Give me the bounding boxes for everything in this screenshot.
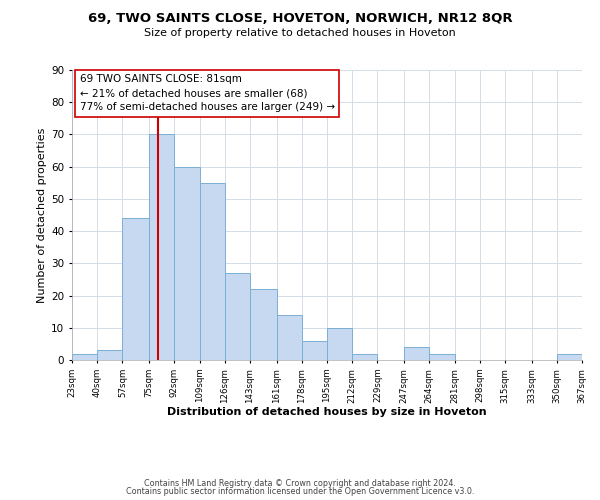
Bar (174, 166, 199, 360)
Bar (199, 183, 225, 360)
X-axis label: Distribution of detached houses by size in Hoveton: Distribution of detached houses by size … (167, 406, 487, 416)
Bar (404, 347, 429, 360)
Bar (72, 354, 97, 360)
Bar (122, 218, 149, 360)
Bar (429, 354, 455, 360)
Y-axis label: Number of detached properties: Number of detached properties (37, 128, 47, 302)
Text: 69, TWO SAINTS CLOSE, HOVETON, NORWICH, NR12 8QR: 69, TWO SAINTS CLOSE, HOVETON, NORWICH, … (88, 12, 512, 26)
Bar (302, 340, 327, 360)
Bar (557, 354, 582, 360)
Bar (225, 273, 250, 360)
Text: Contains public sector information licensed under the Open Government Licence v3: Contains public sector information licen… (126, 487, 474, 496)
Bar (97, 350, 122, 360)
Bar (250, 289, 277, 360)
Text: Size of property relative to detached houses in Hoveton: Size of property relative to detached ho… (144, 28, 456, 38)
Text: Contains HM Land Registry data © Crown copyright and database right 2024.: Contains HM Land Registry data © Crown c… (144, 478, 456, 488)
Bar (352, 354, 377, 360)
Text: 69 TWO SAINTS CLOSE: 81sqm
← 21% of detached houses are smaller (68)
77% of semi: 69 TWO SAINTS CLOSE: 81sqm ← 21% of deta… (80, 74, 335, 112)
Bar (149, 134, 174, 360)
Bar (327, 328, 352, 360)
Bar (277, 315, 302, 360)
